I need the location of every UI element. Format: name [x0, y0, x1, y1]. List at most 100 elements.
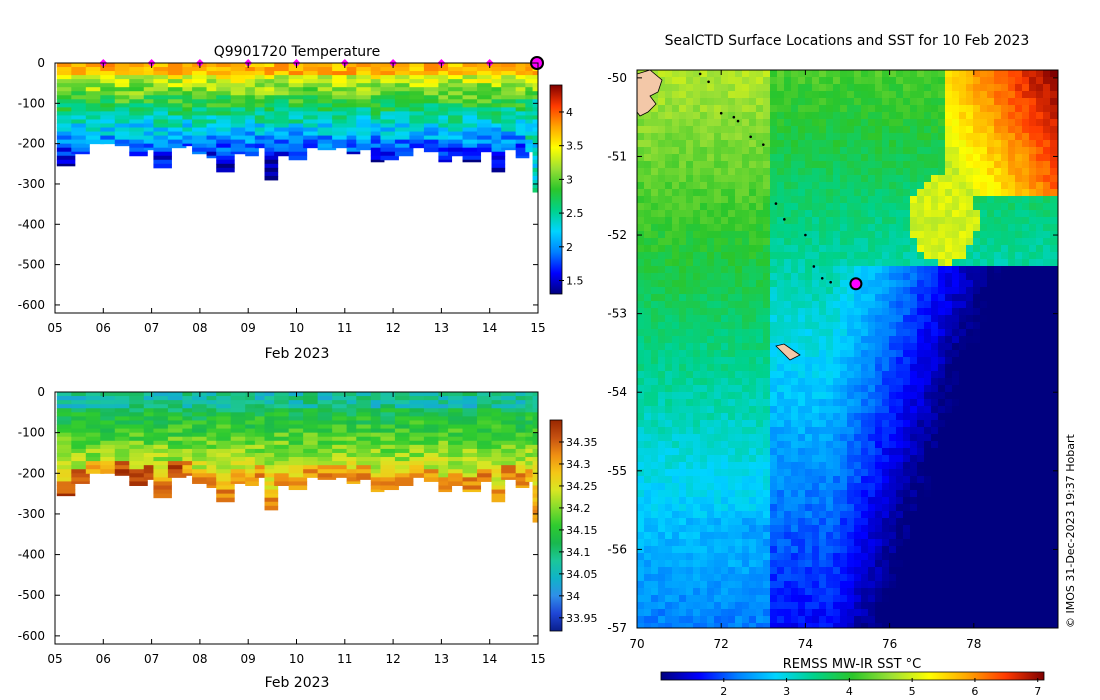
sst-cell — [672, 371, 680, 379]
depth-cell — [192, 151, 211, 155]
sst-cell — [672, 378, 680, 386]
sst-cell — [665, 392, 673, 400]
depth-cell — [501, 440, 520, 446]
sst-cell — [665, 140, 673, 148]
sst-cell — [896, 91, 904, 99]
sst-cell — [777, 259, 785, 267]
colorbar-tick-label: 34.2 — [566, 502, 591, 515]
depth-cell — [491, 139, 506, 145]
sst-cell — [896, 147, 904, 155]
depth-cell — [491, 457, 506, 462]
sst-cell — [826, 364, 834, 372]
sst-cell — [686, 147, 694, 155]
sst-cell — [1001, 182, 1009, 190]
sst-cell — [679, 77, 687, 85]
sst-cell — [756, 266, 764, 274]
depth-cell — [394, 432, 414, 438]
depth-cell — [438, 392, 453, 397]
sst-cell — [679, 217, 687, 225]
sst-cell — [875, 224, 883, 232]
sst-cell — [966, 364, 974, 372]
sst-cell — [826, 154, 834, 162]
depth-cell — [448, 440, 467, 446]
depth-cell — [448, 396, 467, 401]
sst-cell — [959, 259, 967, 267]
sst-cell — [1022, 371, 1030, 379]
depth-cell — [332, 119, 351, 124]
sst-cell — [679, 308, 687, 316]
depth-cell — [288, 396, 308, 401]
sst-cell — [903, 133, 911, 141]
sst-cell — [868, 287, 876, 295]
sst-cell — [756, 77, 764, 85]
depth-cell — [274, 71, 293, 76]
depth-cell — [245, 457, 259, 462]
sst-cell — [651, 259, 659, 267]
sst-cell — [1008, 140, 1016, 148]
sst-cell — [700, 91, 708, 99]
depth-cell — [532, 83, 538, 88]
sst-cell — [693, 189, 701, 197]
depth-cell — [153, 91, 172, 96]
sst-cell — [763, 147, 771, 155]
depth-cell — [448, 143, 467, 149]
sst-cell — [1036, 175, 1044, 183]
depth-cell — [532, 99, 538, 104]
sst-cell — [819, 98, 827, 106]
depth-cell — [216, 167, 235, 173]
profile-column — [303, 63, 322, 149]
sst-cell — [756, 231, 764, 239]
depth-cell — [356, 436, 375, 442]
depth-cell — [501, 424, 520, 430]
depth-cell — [423, 107, 443, 112]
depth-cell — [317, 412, 337, 417]
depth-cell — [114, 465, 134, 470]
sst-cell — [847, 378, 855, 386]
depth-cell — [100, 79, 119, 84]
sst-cell — [1043, 287, 1051, 295]
sst-cell — [868, 98, 876, 106]
sst-cell — [651, 287, 659, 295]
colorbar-tick-label: 3 — [566, 173, 573, 186]
sst-cell — [693, 364, 701, 372]
sst-cell — [931, 161, 939, 169]
depth-cell — [462, 477, 482, 482]
x-tick-label: 05 — [47, 321, 62, 335]
depth-cell — [303, 424, 322, 430]
depth-cell — [448, 75, 467, 80]
sst-cell — [714, 196, 722, 204]
sst-cell — [1029, 224, 1037, 232]
sst-cell — [1036, 133, 1044, 141]
depth-cell — [356, 473, 375, 478]
sst-cell — [903, 238, 911, 246]
depth-cell — [462, 107, 482, 112]
x-tick-label: 07 — [144, 652, 159, 666]
sst-cell — [791, 252, 799, 260]
sst-cell — [686, 224, 694, 232]
depth-cell — [274, 107, 293, 112]
depth-cell — [380, 155, 399, 161]
sst-cell — [980, 112, 988, 120]
depth-cell — [216, 477, 235, 482]
sst-cell — [1015, 322, 1023, 330]
sst-cell — [721, 406, 729, 414]
sst-cell — [994, 315, 1002, 323]
sst-cell — [889, 168, 897, 176]
sst-cell — [791, 371, 799, 379]
depth-cell — [192, 481, 211, 484]
sst-cell — [1050, 175, 1058, 183]
sst-cell — [707, 112, 715, 120]
depth-cell — [100, 412, 119, 417]
sst-cell — [728, 308, 736, 316]
depth-cell — [85, 408, 105, 413]
sst-cell — [784, 112, 792, 120]
sst-cell — [868, 189, 876, 197]
depth-cell — [274, 63, 293, 68]
sst-cell — [770, 98, 778, 106]
sst-cell — [840, 399, 848, 407]
sst-cell — [1008, 343, 1016, 351]
depth-cell — [332, 75, 351, 80]
sst-cell — [784, 301, 792, 309]
sst-cell — [1022, 98, 1030, 106]
sst-cell — [742, 273, 750, 281]
